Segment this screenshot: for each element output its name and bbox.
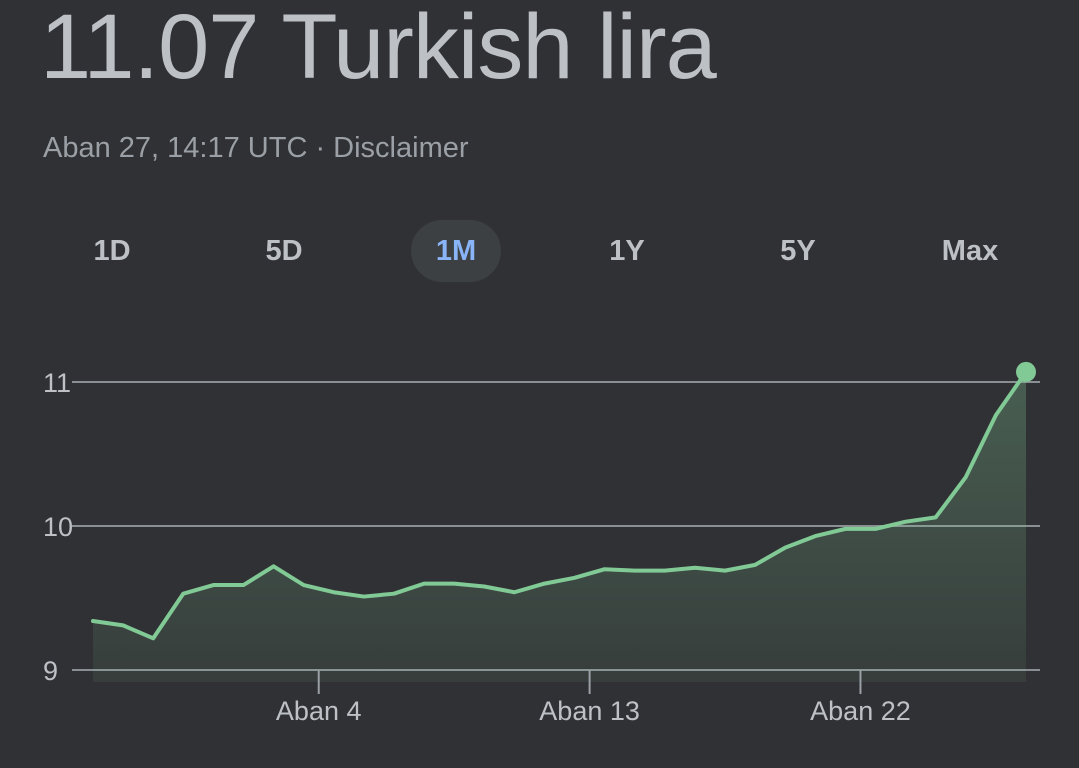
x-tick-label: Aban 4 [276,696,362,726]
range-tab-1m[interactable]: 1M [411,220,501,282]
x-tick-label: Aban 22 [810,696,911,726]
range-tab-5d[interactable]: 5D [265,234,303,267]
area-fill [93,371,1026,682]
price-value: 11.07 [40,0,259,98]
y-tick-label: 11 [43,368,71,398]
disclaimer-link[interactable]: Disclaimer [333,132,469,164]
range-tab-max[interactable]: Max [941,234,999,267]
range-tab-5y[interactable]: 5Y [780,234,816,267]
timestamp-line: Aban 27, 14:17 UTC · Disclaimer [43,130,469,166]
exchange-rate-headline: 11.07 Turkish lira [40,0,717,102]
range-tab-1y[interactable]: 1Y [609,234,645,267]
series-line [91,369,1028,641]
range-tab-1d[interactable]: 1D [93,234,131,267]
exchange-rate-chart[interactable]: 9 10 11 Aban 4 Aban 13 Aban 22 [0,330,1079,768]
last-value-marker [1016,361,1036,382]
currency-name: Turkish lira [281,0,716,98]
time-range-selector: 1D 5D 1M 1Y 5Y Max [0,220,1079,284]
separator: · [307,132,334,164]
x-tick-label: Aban 13 [539,696,640,726]
timestamp: Aban 27, 14:17 UTC [43,132,308,164]
y-tick-label: 9 [43,656,58,686]
y-tick-label: 10 [43,512,73,542]
